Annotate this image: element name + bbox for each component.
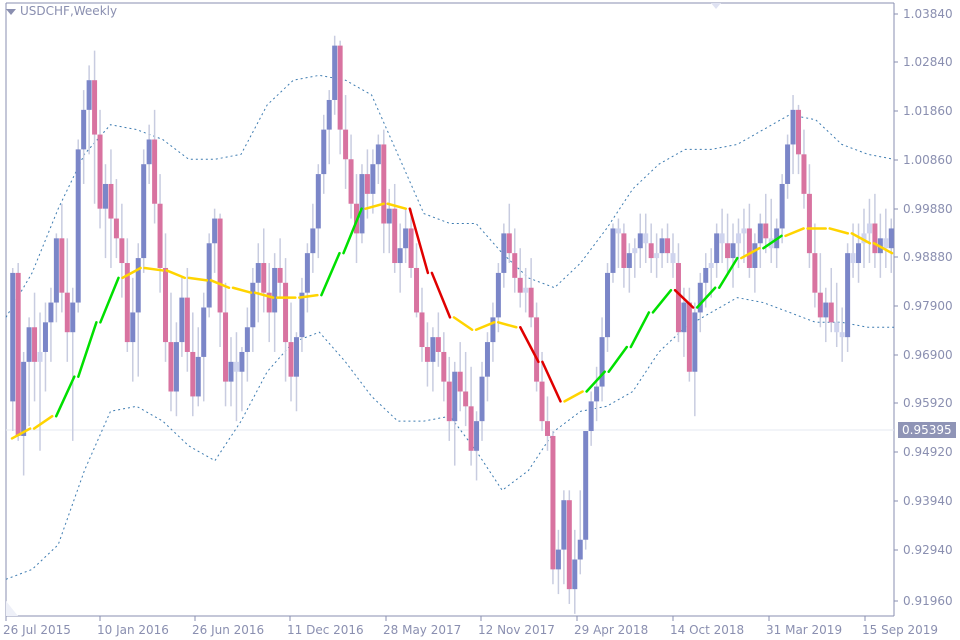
x-tick-label: 12 Nov 2017 — [478, 623, 555, 637]
x-tick-label: 26 Jun 2016 — [192, 623, 265, 637]
symbol-timeframe-label: USDCHF,Weekly — [20, 4, 118, 18]
y-tick-label: 0.98880 — [903, 250, 953, 264]
y-tick-label: 1.03840 — [903, 7, 953, 21]
y-tick-label: 0.91960 — [903, 594, 953, 608]
x-tick-label: 29 Apr 2018 — [574, 623, 649, 637]
x-tick-label: 26 Jul 2015 — [3, 623, 71, 637]
y-tick-label: 0.94920 — [903, 445, 953, 459]
y-tick-label: 1.01860 — [903, 104, 953, 118]
y-tick-label: 0.92940 — [903, 543, 953, 557]
y-tick-label: 0.95920 — [903, 396, 953, 410]
x-tick-label: 15 Sep 2019 — [862, 623, 939, 637]
x-tick-label: 10 Jan 2016 — [97, 623, 169, 637]
current-price-tag: 0.95395 — [898, 422, 956, 438]
x-tick-label: 28 May 2017 — [383, 623, 462, 637]
x-tick-label: 31 Mar 2019 — [766, 623, 843, 637]
y-tick-label: 1.02840 — [903, 55, 953, 69]
x-tick-label: 14 Oct 2018 — [670, 623, 745, 637]
collapse-triangle-icon[interactable] — [6, 8, 16, 15]
y-tick-label: 0.93940 — [903, 494, 953, 508]
y-tick-label: 1.00860 — [903, 153, 953, 167]
y-tick-label: 0.99880 — [903, 202, 953, 216]
x-tick-label: 11 Dec 2016 — [287, 623, 364, 637]
y-tick-label: 0.97900 — [903, 299, 953, 313]
y-tick-label: 0.96900 — [903, 348, 953, 362]
chart-title[interactable]: USDCHF,Weekly — [6, 4, 117, 18]
